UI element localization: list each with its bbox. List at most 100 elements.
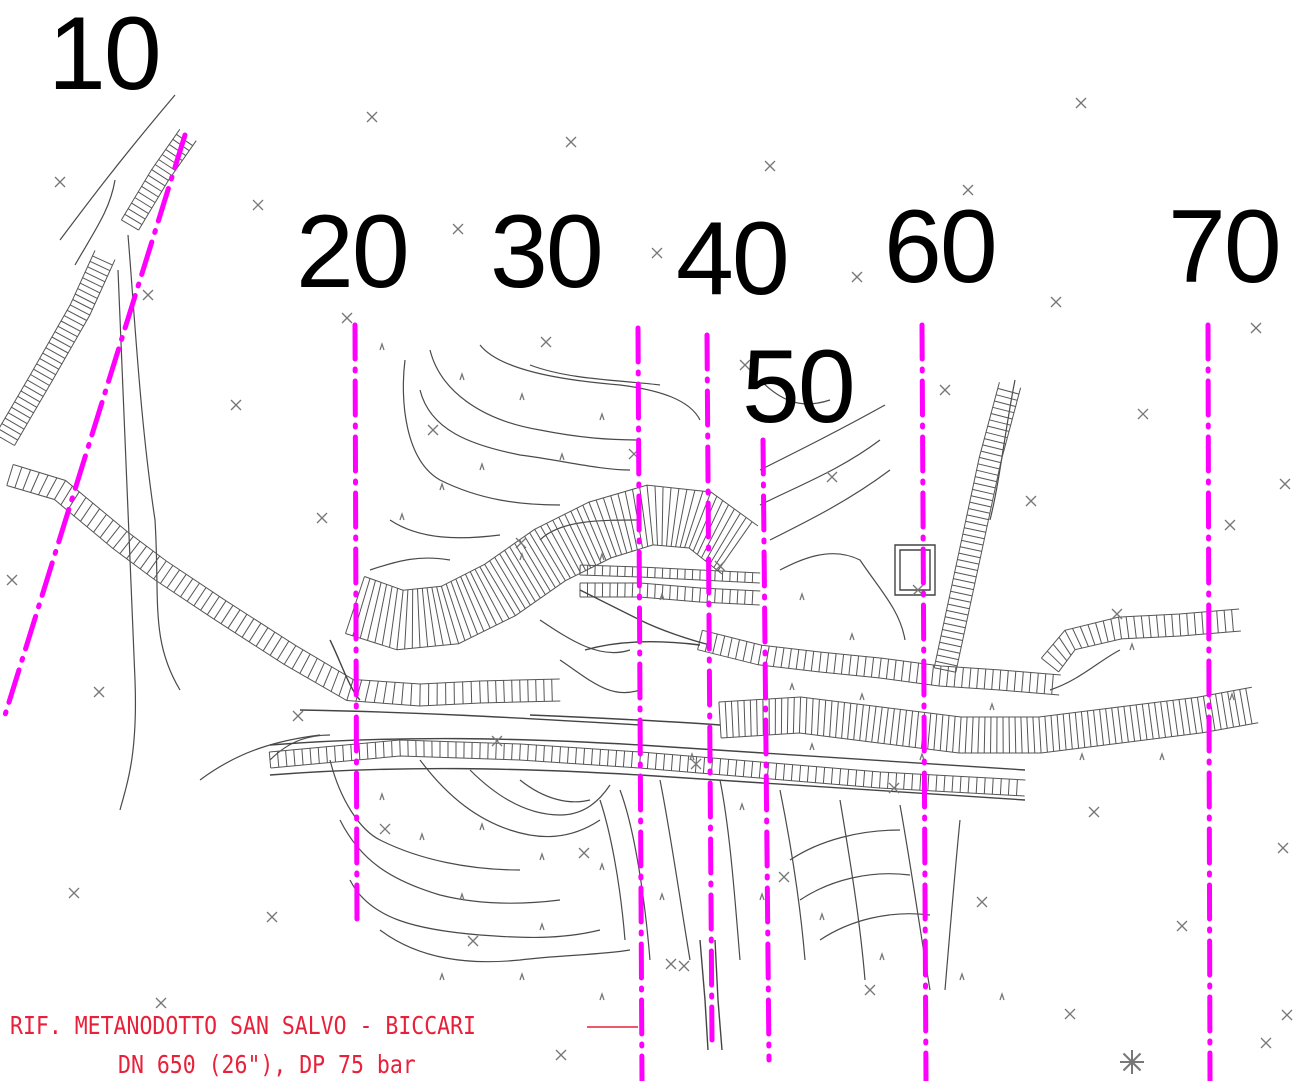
hatch-tick xyxy=(742,641,748,662)
section-label-70: 70 xyxy=(1168,189,1282,305)
hatch-tick xyxy=(1050,715,1055,752)
contour-line xyxy=(349,879,601,939)
hatch-tick xyxy=(654,753,658,770)
hatch-tick xyxy=(1038,716,1042,754)
hatch-tick xyxy=(679,490,696,548)
survey-mark xyxy=(1050,296,1062,308)
hatch-tick xyxy=(870,657,875,678)
hatch-tick xyxy=(992,406,1015,414)
section-label-20: 20 xyxy=(296,194,410,310)
hatch-tick xyxy=(691,587,694,602)
hatch-tick xyxy=(358,743,361,760)
contour-line xyxy=(839,799,866,981)
hatch-tick xyxy=(1117,707,1123,743)
hatch-tick xyxy=(661,486,664,546)
hatch-tick xyxy=(684,586,686,601)
spot-height-mark xyxy=(599,411,605,421)
hatch-tick xyxy=(973,482,996,489)
hatch-tick xyxy=(546,522,577,576)
hatch-tick xyxy=(268,751,272,769)
hatch-tick xyxy=(1,423,22,436)
contour-line xyxy=(402,359,561,506)
hatch-tick xyxy=(1043,673,1047,694)
hatch-tick xyxy=(315,662,325,683)
hatch-tick xyxy=(972,488,995,495)
hatch-tick xyxy=(999,778,1002,795)
hatch-tick xyxy=(835,701,839,738)
hatch-tick xyxy=(878,658,882,678)
hatch-tick xyxy=(127,208,146,220)
hatch-tick xyxy=(283,645,297,665)
survey-mark xyxy=(778,871,790,883)
hatch-tick xyxy=(93,514,107,533)
hatch-tick xyxy=(991,669,994,690)
hatch-tick xyxy=(14,466,23,489)
spot-height-mark xyxy=(1079,751,1085,761)
hatch-tick xyxy=(366,742,369,760)
survey-mark xyxy=(1025,495,1037,507)
hatch-tick xyxy=(919,774,922,791)
hatch-tick xyxy=(902,710,907,747)
hatch-tick xyxy=(80,502,94,522)
hatch-tick xyxy=(431,587,444,646)
hatch-tick xyxy=(535,745,537,762)
hatch-tick xyxy=(60,485,73,506)
hatch-tick xyxy=(1074,712,1080,749)
hatch-tick xyxy=(666,487,672,547)
contour-line xyxy=(269,734,331,761)
hatch-tick xyxy=(939,641,962,648)
hatch-tick xyxy=(564,513,592,569)
hatch-tick xyxy=(144,180,163,192)
hatch-tick xyxy=(795,649,800,670)
hatch-tick xyxy=(957,559,980,565)
hatch-tick xyxy=(1160,701,1166,738)
survey-mark xyxy=(230,399,242,411)
hatch-tick xyxy=(718,701,722,739)
hatch-tick xyxy=(646,583,649,598)
hatch-tick xyxy=(847,703,852,740)
spot-height-mark xyxy=(419,831,425,841)
hatch-tick xyxy=(84,271,106,283)
hatch-tick xyxy=(998,669,1002,691)
hatch-tick xyxy=(241,618,255,638)
hatch-tick xyxy=(389,588,399,648)
hatch-tick xyxy=(276,751,280,768)
hatch-tick xyxy=(4,417,25,430)
hatch-tick xyxy=(840,654,845,675)
asterisk-symbol xyxy=(1122,1052,1142,1072)
hatch-tick xyxy=(381,586,393,646)
embankment-edge xyxy=(1058,630,1241,673)
section-line-70 xyxy=(1205,322,1213,1081)
embankment-edge xyxy=(718,686,1252,718)
hatch-tick xyxy=(686,755,690,773)
survey-mark xyxy=(962,184,974,196)
spot-height-mark xyxy=(999,991,1005,1001)
hatch-tick xyxy=(721,589,724,604)
section-line-40 xyxy=(704,332,715,1043)
survey-mark xyxy=(912,584,924,596)
hatch-tick xyxy=(399,739,401,757)
hatch-tick xyxy=(391,682,396,704)
hatch-tick xyxy=(445,583,466,641)
hatch-tick xyxy=(965,520,988,527)
road-line xyxy=(714,939,723,1051)
hatch-tick xyxy=(983,668,987,690)
hatch-tick xyxy=(582,505,607,561)
hatch-tick xyxy=(871,706,877,743)
survey-mark xyxy=(1176,920,1188,932)
contour-line xyxy=(789,829,901,861)
contour-line xyxy=(519,779,591,803)
section-label-30: 30 xyxy=(490,194,604,310)
hatch-tick xyxy=(818,652,822,672)
hatch-tick xyxy=(1140,615,1145,638)
hatch-tick xyxy=(1193,612,1197,635)
hatch-tick xyxy=(806,765,810,783)
hatch-tick xyxy=(499,553,531,606)
hatch-tick xyxy=(744,590,746,605)
hatch-tick xyxy=(1020,716,1023,754)
hatch-tick xyxy=(92,255,113,266)
hatch-tick xyxy=(859,704,864,741)
spot-height-mark xyxy=(659,891,665,901)
hatch-tick xyxy=(1172,700,1179,736)
spot-height-mark xyxy=(439,481,445,491)
